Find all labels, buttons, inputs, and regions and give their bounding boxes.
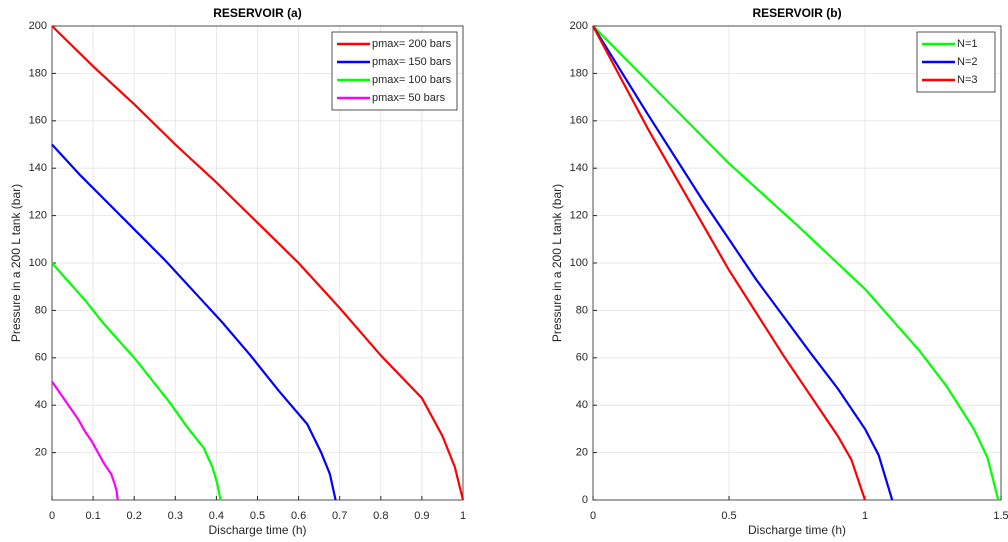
- x-tick-label: 1: [460, 510, 466, 522]
- legend-label: pmax= 100 bars: [372, 74, 452, 86]
- y-tick-label: 20: [576, 447, 588, 459]
- y-tick-label: 80: [35, 304, 47, 316]
- y-tick-label: 180: [570, 67, 588, 79]
- x-tick-label: 0.4: [209, 510, 224, 522]
- x-tick-label: 0.1: [85, 510, 100, 522]
- legend-label: N=1: [957, 38, 978, 50]
- x-tick-label: 0.2: [127, 510, 142, 522]
- y-tick-label: 20: [35, 447, 47, 459]
- y-tick-label: 160: [29, 115, 47, 127]
- y-tick-label: 80: [576, 304, 588, 316]
- x-tick-label: 1: [862, 510, 868, 522]
- y-tick-label: 200: [570, 20, 588, 32]
- legend-label: pmax= 200 bars: [372, 38, 452, 50]
- legend-label: N=2: [957, 56, 978, 68]
- x-tick-label: 0.5: [721, 510, 736, 522]
- y-tick-label: 140: [570, 162, 588, 174]
- x-tick-label: 0.9: [414, 510, 429, 522]
- y-axis-label: Pressure in a 200 L tank (bar): [9, 184, 23, 342]
- chart-title: RESERVOIR (b): [752, 6, 841, 20]
- figure: 00.10.20.30.40.50.60.70.80.9120406080100…: [0, 0, 1008, 542]
- y-tick-label: 60: [576, 352, 588, 364]
- legend-label: pmax= 150 bars: [372, 56, 452, 68]
- y-tick-label: 140: [29, 162, 47, 174]
- x-tick-label: 0.8: [373, 510, 388, 522]
- y-axis-label: Pressure in a 200 L tank (bar): [550, 184, 564, 342]
- x-tick-label: 0: [49, 510, 55, 522]
- x-axis-label: Discharge time (h): [748, 523, 846, 537]
- x-tick-label: 0.7: [332, 510, 347, 522]
- x-tick-label: 0: [590, 510, 596, 522]
- y-tick-label: 200: [29, 20, 47, 32]
- legend-label: N=3: [957, 74, 978, 86]
- y-tick-label: 0: [582, 494, 588, 506]
- y-tick-label: 100: [29, 257, 47, 269]
- legend-label: pmax= 50 bars: [372, 92, 446, 104]
- x-axis-label: Discharge time (h): [208, 523, 306, 537]
- y-tick-label: 40: [576, 399, 588, 411]
- x-tick-label: 0.6: [291, 510, 306, 522]
- y-tick-label: 120: [570, 210, 588, 222]
- chart-title: RESERVOIR (a): [213, 6, 301, 20]
- y-tick-label: 120: [29, 210, 47, 222]
- y-tick-label: 180: [29, 67, 47, 79]
- y-tick-label: 60: [35, 352, 47, 364]
- x-tick-label: 1.5: [993, 510, 1008, 522]
- y-tick-label: 160: [570, 115, 588, 127]
- y-tick-label: 40: [35, 399, 47, 411]
- y-tick-label: 100: [570, 257, 588, 269]
- x-tick-label: 0.3: [168, 510, 183, 522]
- x-tick-label: 0.5: [250, 510, 265, 522]
